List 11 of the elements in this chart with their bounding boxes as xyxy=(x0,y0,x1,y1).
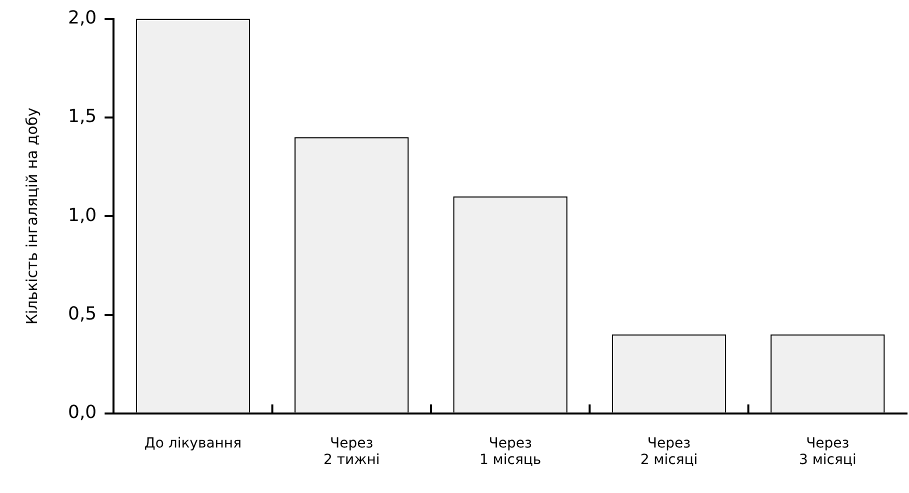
y-tick-label: 1,0 xyxy=(68,204,97,226)
y-tick-label: 0,5 xyxy=(68,303,97,324)
x-tick-label: Через 2 місяці xyxy=(640,435,698,468)
y-axis-title: Кількість інгаляцій на добу xyxy=(22,107,41,325)
x-tick-label: Через 1 місяць xyxy=(479,435,542,468)
x-tick-label: Через 3 місяці xyxy=(798,435,856,468)
y-tick-label: 2,0 xyxy=(68,7,97,28)
x-tick-label: До лікування xyxy=(144,435,242,452)
y-tick-label: 0,0 xyxy=(68,402,97,424)
y-tick-label: 1,5 xyxy=(68,106,97,128)
x-tick-label: Через 2 тижні xyxy=(324,435,380,468)
